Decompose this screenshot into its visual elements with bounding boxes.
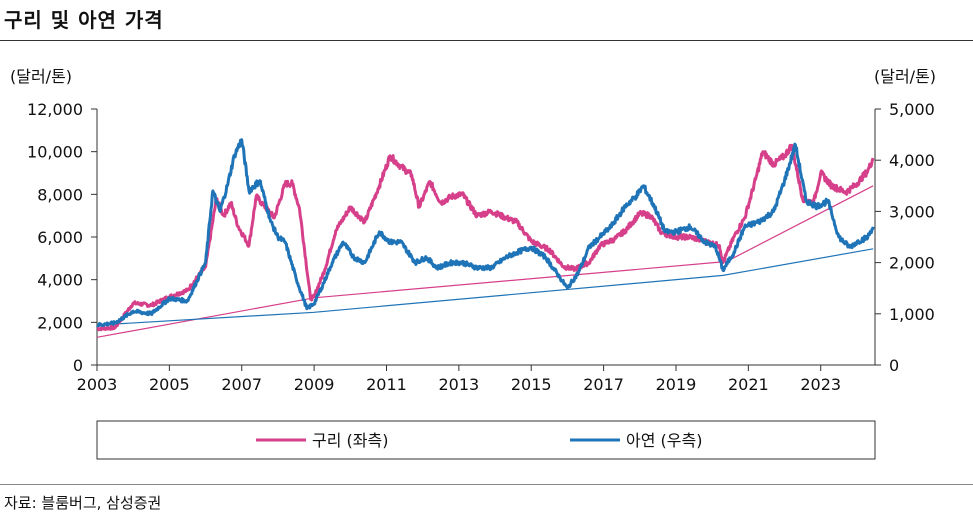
left-tick-label: 6,000 <box>37 228 83 247</box>
zinc-trend-line <box>96 248 874 326</box>
title-divider <box>0 40 973 41</box>
legend-box <box>96 420 876 460</box>
x-tick-label: 2009 <box>294 375 335 394</box>
left-tick-label: 2,000 <box>37 313 83 332</box>
left-tick-label: 12,000 <box>27 100 83 119</box>
x-tick-label: 2023 <box>800 375 841 394</box>
x-tick-label: 2003 <box>77 375 118 394</box>
x-tick-label: 2021 <box>728 375 769 394</box>
x-tick-label: 2015 <box>511 375 552 394</box>
left-tick-label: 4,000 <box>37 271 83 290</box>
left-tick-label: 8,000 <box>37 185 83 204</box>
right-tick-label: 4,000 <box>889 151 935 170</box>
right-axis: 0 1,000 2,000 3,000 4,000 5,000 <box>874 100 935 375</box>
right-tick-label: 5,000 <box>889 100 935 119</box>
legend-label-copper: 구리 (좌측) <box>312 431 388 450</box>
right-unit-label: (달러/톤) <box>874 67 936 86</box>
x-axis: 2003 2005 2007 2009 2011 2013 2015 2017 2019 2021… <box>77 364 875 394</box>
left-axis: 0 2,000 4,000 6,000 8,000 10,000 12,000 <box>27 100 98 375</box>
right-tick-label: 3,000 <box>889 202 935 221</box>
x-tick-label: 2011 <box>366 375 407 394</box>
x-tick-label: 2007 <box>221 375 262 394</box>
left-tick-label: 0 <box>73 356 83 375</box>
chart-area: 0 2,000 4,000 6,000 8,000 10,000 12,000 0 1,000… <box>10 67 936 460</box>
x-tick-label: 2019 <box>656 375 697 394</box>
copper-series-line <box>96 143 875 332</box>
plot-lines <box>95 138 875 338</box>
source-note: 자료: 블룸버그, 삼성증권 <box>4 494 162 512</box>
left-unit-label: (달러/톤) <box>10 67 72 86</box>
x-tick-label: 2017 <box>583 375 624 394</box>
legend: 구리 (좌측) 아연 (우측) <box>96 420 876 460</box>
right-tick-label: 2,000 <box>889 254 935 273</box>
source-divider <box>0 484 973 485</box>
chart-title: 구리 및 아연 가격 <box>4 8 164 32</box>
zinc-series-line <box>95 138 875 328</box>
legend-label-zinc: 아연 (우측) <box>626 431 702 450</box>
x-tick-label: 2005 <box>149 375 190 394</box>
copper-trend-line <box>96 185 874 338</box>
x-tick-label: 2013 <box>439 375 480 394</box>
right-tick-label: 0 <box>889 356 899 375</box>
right-tick-label: 1,000 <box>889 305 935 324</box>
left-tick-label: 10,000 <box>27 143 83 162</box>
